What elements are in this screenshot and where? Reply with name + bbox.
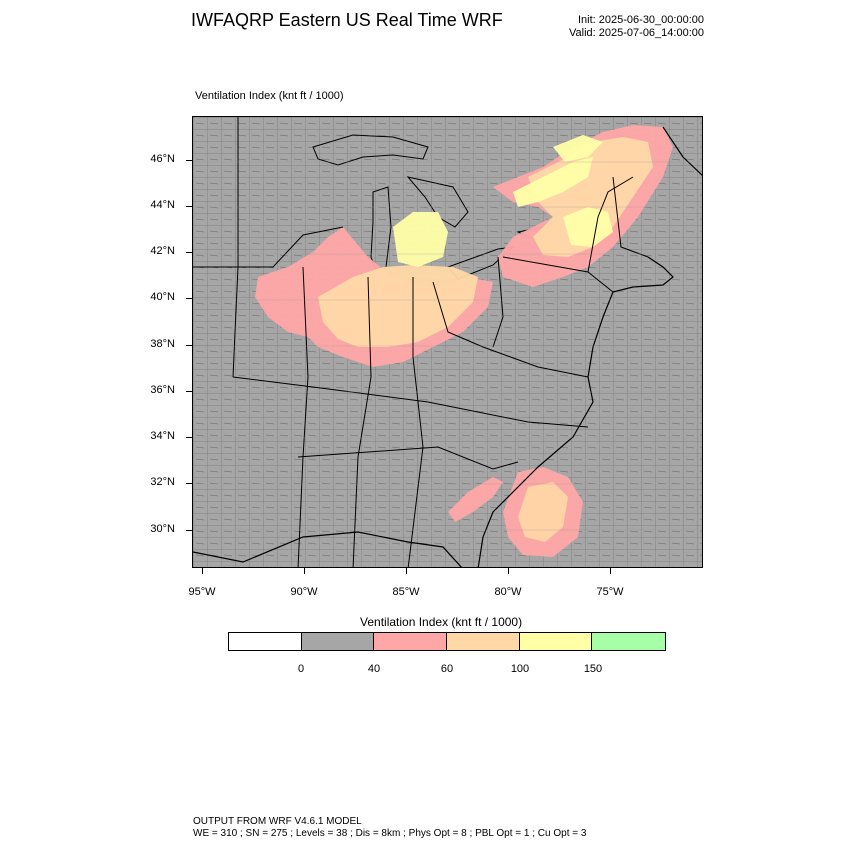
field-label: Ventilation Index (knt ft / 1000)	[195, 90, 344, 102]
lat-tick	[186, 252, 192, 253]
lat-tick	[186, 298, 192, 299]
vi-region-100-150-newyork	[563, 207, 613, 247]
legend-swatch	[301, 633, 375, 650]
vi-region-60-100-atlantic	[518, 482, 568, 542]
vi-region-60-100-northeast	[528, 137, 653, 257]
lat-tick	[186, 160, 192, 161]
lat-label: 34°N	[150, 430, 175, 442]
legend-swatch	[229, 633, 302, 650]
valid-time: Valid: 2025-07-06_14:00:00	[569, 27, 704, 39]
state-boundaries	[193, 117, 649, 567]
model-output-line: OUTPUT FROM WRF V4.6.1 MODEL	[193, 816, 362, 827]
lon-tick	[610, 568, 611, 574]
lat-tick	[186, 391, 192, 392]
lat-label: 40°N	[150, 291, 175, 303]
lat-label: 32°N	[150, 476, 175, 488]
model-config-line: WE = 310 ; SN = 275 ; Levels = 38 ; Dis …	[193, 828, 587, 839]
lat-tick	[186, 530, 192, 531]
legend-tick-label: 40	[367, 663, 381, 675]
chart-title: IWFAQRP Eastern US Real Time WRF	[191, 10, 503, 30]
lat-tick	[186, 437, 192, 438]
lon-label: 90°W	[290, 586, 318, 598]
lon-label: 80°W	[494, 586, 522, 598]
lat-tick	[186, 483, 192, 484]
legend-swatch	[446, 633, 520, 650]
lon-tick	[202, 568, 203, 574]
lat-label: 46°N	[150, 153, 175, 165]
legend-tick-label: 0	[297, 663, 305, 675]
coastline	[193, 126, 702, 567]
legend-tick-label: 150	[583, 663, 603, 675]
lat-label: 38°N	[150, 338, 175, 350]
lon-label: 85°W	[392, 586, 420, 598]
map-canvas	[193, 117, 702, 567]
lat-label: 44°N	[150, 199, 175, 211]
vi-region-60-100-midwest	[318, 265, 478, 347]
lon-label: 95°W	[188, 586, 216, 598]
lon-tick	[304, 568, 305, 574]
lon-label: 75°W	[596, 586, 624, 598]
vi-region-100-150-michigan	[393, 212, 448, 267]
lon-tick	[406, 568, 407, 574]
legend-tick-label: 100	[510, 663, 530, 675]
legend-tick-label: 60	[440, 663, 454, 675]
vi-region-40-60-carolina	[448, 477, 503, 522]
legend-swatch	[374, 633, 447, 650]
init-time: Init: 2025-06-30_00:00:00	[578, 14, 704, 26]
legend-title: Ventilation Index (knt ft / 1000)	[360, 615, 523, 629]
color-legend	[228, 632, 666, 651]
lat-tick	[186, 345, 192, 346]
lon-tick	[508, 568, 509, 574]
lat-label: 36°N	[150, 384, 175, 396]
lat-label: 42°N	[150, 245, 175, 257]
legend-swatch	[519, 633, 593, 650]
vi-region-100-150-ontario	[513, 157, 593, 207]
vi-region-100-150-quebec	[553, 135, 603, 162]
lat-tick	[186, 206, 192, 207]
map-panel	[192, 116, 703, 568]
lat-label: 30°N	[150, 523, 175, 535]
legend-swatch	[592, 633, 665, 650]
graticule	[193, 161, 702, 531]
